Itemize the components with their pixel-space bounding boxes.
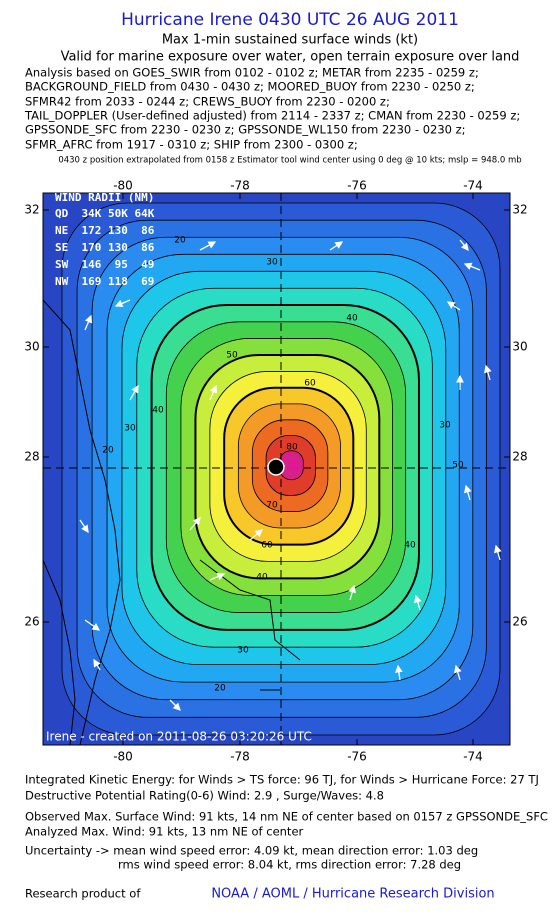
- analysis-line: SFMR_AFRC from 1917 - 0310 z; SHIP from …: [25, 138, 358, 152]
- analysis-line: Analysis based on GOES_SWIR from 0102 - …: [25, 66, 479, 80]
- contour-label: 30: [124, 424, 136, 434]
- lat-label-left: 32: [24, 203, 39, 217]
- lon-label-top: -80: [113, 179, 133, 193]
- contour-label: 70: [266, 501, 278, 511]
- lon-label-bottom: -76: [347, 750, 367, 764]
- validity: Valid for marine exposure over water, op…: [61, 50, 520, 65]
- analysis-line: TAIL_DOPPLER (User-defined adjusted) fro…: [24, 109, 520, 123]
- plot-frame: [42, 192, 511, 746]
- wind-radii-row: NW 169 118 69: [55, 275, 154, 288]
- wind-arrow: [454, 664, 462, 681]
- contour-label: 30: [266, 258, 278, 268]
- lon-label-top: -78: [230, 179, 250, 193]
- footer-line: Integrated Kinetic Energy: for Winds > T…: [25, 773, 539, 787]
- wind-radii-row: SE 170 130 86: [55, 241, 155, 254]
- wind-radii-row: QD 34K 50K 64K: [55, 207, 155, 220]
- contour-label: 60: [304, 379, 316, 389]
- wind-arrow: [484, 364, 492, 381]
- organization: NOAA / AOML / Hurricane Research Divisio…: [211, 887, 494, 902]
- title: Hurricane Irene 0430 UTC 26 AUG 2011: [121, 10, 459, 30]
- wind-radii-row: SW 146 95 49: [55, 258, 154, 271]
- wind-arrow: [84, 619, 101, 631]
- wind-arrow: [395, 664, 403, 681]
- wind-arrow: [414, 594, 422, 611]
- contour-label: 20: [214, 684, 226, 694]
- footer-line: Analyzed Max. Wind: 91 kts, 13 nm NE of …: [25, 825, 304, 839]
- wind-radii-row: NE 172 130 86: [55, 224, 155, 237]
- wind-arrow: [93, 658, 101, 671]
- lat-label-right: 30: [512, 340, 527, 354]
- contour-label: 30: [237, 646, 249, 656]
- contour-label: 50: [226, 351, 238, 361]
- contour-label: 40: [346, 314, 358, 324]
- wind-arrow: [189, 517, 201, 531]
- wind-arrow: [209, 384, 218, 401]
- contour-label: 40: [404, 541, 416, 551]
- footer-line: rms wind speed error: 8.04 kt, rms direc…: [118, 858, 461, 872]
- wind-arrow: [348, 584, 356, 601]
- wind-arrow: [459, 239, 469, 252]
- lat-label-right: 28: [512, 450, 527, 464]
- wind-arrow: [446, 301, 461, 311]
- contour-label: 40: [256, 573, 268, 583]
- contour-label: 30: [439, 421, 451, 431]
- wind-arrow: [114, 299, 131, 308]
- wind-arrow: [79, 519, 89, 534]
- wind-arrow: [494, 544, 502, 561]
- footer-line: Destructive Potential Rating(0-6) Wind: …: [25, 789, 384, 803]
- wind-arrow: [464, 484, 472, 501]
- coastline: [43, 299, 301, 745]
- wind-arrow: [199, 241, 217, 251]
- storm-center: [267, 458, 285, 476]
- position-note: 0430 z position extrapolated from 0158 z…: [58, 156, 521, 166]
- wind-arrow: [329, 241, 344, 251]
- contour-label: 20: [102, 446, 114, 456]
- footer-line: Observed Max. Surface Wind: 91 kts, 14 n…: [25, 810, 548, 824]
- lat-label-left: 28: [24, 450, 39, 464]
- credit: Irene - created on 2011-08-26 03:20:26 U…: [46, 730, 312, 744]
- lat-label-left: 30: [24, 340, 39, 354]
- contour-label: 20: [174, 236, 186, 246]
- analysis-line: BACKGROUND_FIELD from 0430 - 0430 z; MOO…: [25, 80, 475, 94]
- max-wind-marker: [289, 460, 299, 470]
- contour-label: 60: [261, 541, 273, 551]
- lon-label-bottom: -80: [113, 750, 133, 764]
- wind-arrow: [249, 529, 263, 541]
- contour-label: 80: [286, 443, 298, 453]
- analysis-line: GPSSONDE_SFC from 2230 - 0230 z; GPSSOND…: [25, 123, 466, 137]
- contour-label: 40: [152, 406, 164, 416]
- lat-label-right: 32: [512, 203, 527, 217]
- contour-label: 50: [452, 461, 464, 471]
- lon-label-top: -76: [347, 179, 367, 193]
- wind-arrow: [169, 699, 181, 711]
- lon-label-bottom: -78: [230, 750, 250, 764]
- wind-arrow: [209, 572, 226, 581]
- wind-field: [43, 193, 510, 745]
- wind-radii-row: WIND RADII (NM): [55, 191, 154, 204]
- wind-arrow: [463, 262, 481, 271]
- lon-label-top: -74: [463, 179, 483, 193]
- wind-arrow: [84, 314, 93, 331]
- subtitle: Max 1-min sustained surface winds (kt): [162, 33, 418, 48]
- analysis-line: SFMR42 from 2033 - 0244 z; CREWS_BUOY fr…: [25, 95, 390, 109]
- footer-line: Uncertainty -> mean wind speed error: 4.…: [25, 844, 478, 858]
- lat-label-right: 26: [512, 615, 527, 629]
- wind-arrow: [129, 384, 139, 401]
- research-label: Research product of: [25, 887, 141, 901]
- lat-label-left: 26: [24, 615, 39, 629]
- lon-label-bottom: -74: [463, 750, 483, 764]
